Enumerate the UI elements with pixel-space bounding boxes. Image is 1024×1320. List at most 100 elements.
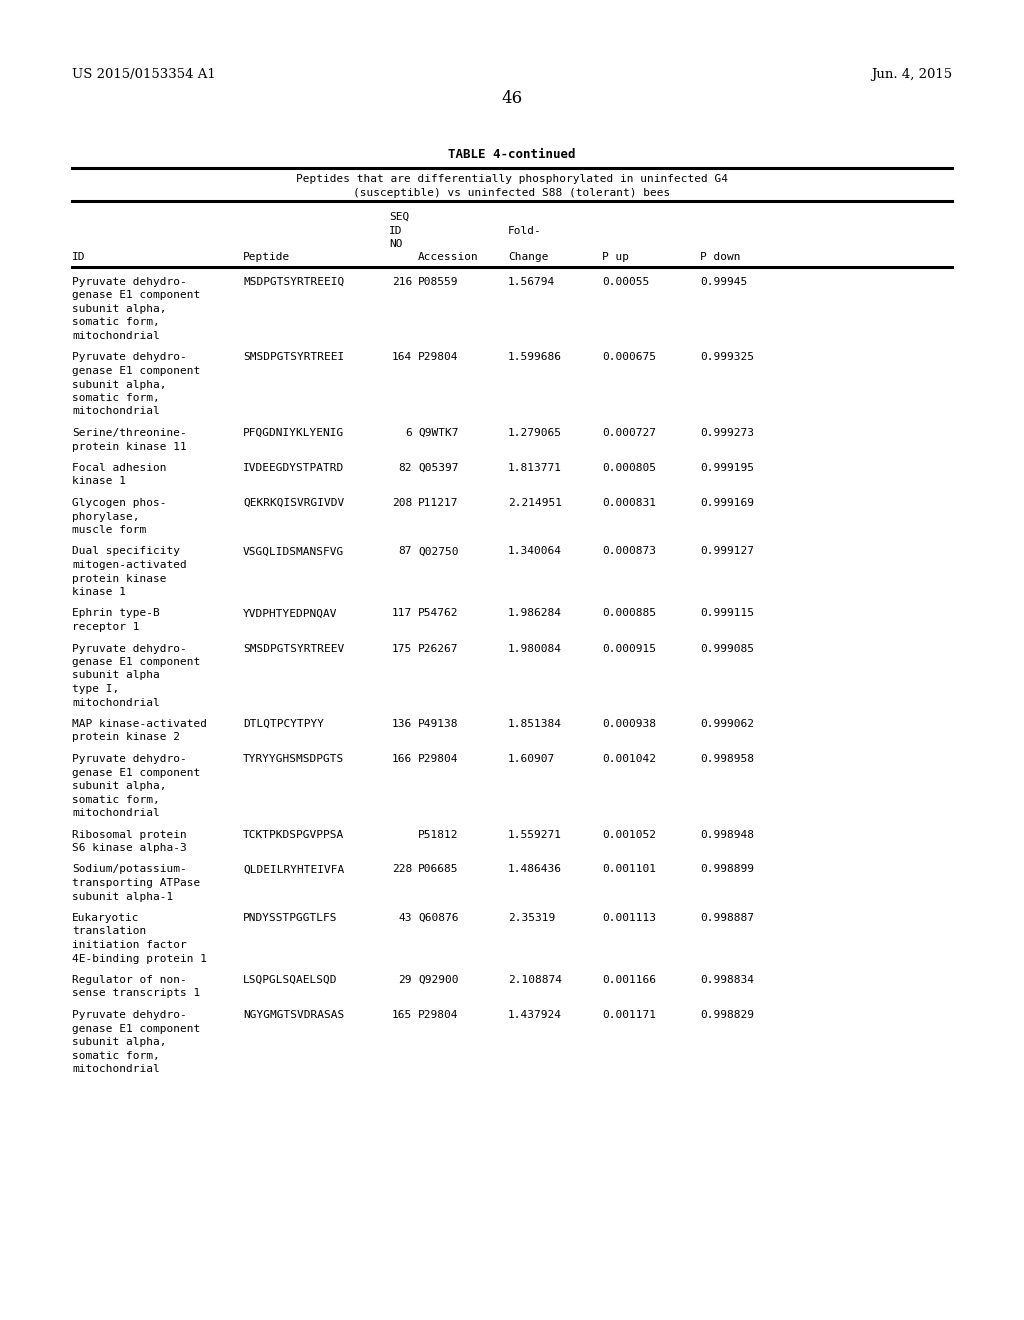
Text: 0.000805: 0.000805 <box>602 463 656 473</box>
Text: mitochondrial: mitochondrial <box>72 407 160 417</box>
Text: 1.486436: 1.486436 <box>508 865 562 874</box>
Text: PNDYSSTPGGTLFS: PNDYSSTPGGTLFS <box>243 913 338 923</box>
Text: SMSDPGTSYRTREEI: SMSDPGTSYRTREEI <box>243 352 344 363</box>
Text: 2.108874: 2.108874 <box>508 975 562 985</box>
Text: somatic form,: somatic form, <box>72 393 160 403</box>
Text: 2.35319: 2.35319 <box>508 913 555 923</box>
Text: P08559: P08559 <box>418 277 459 286</box>
Text: Pyruvate dehydro-: Pyruvate dehydro- <box>72 352 186 363</box>
Text: LSQPGLSQAELSQD: LSQPGLSQAELSQD <box>243 975 338 985</box>
Text: P51812: P51812 <box>418 829 459 840</box>
Text: Fold-: Fold- <box>508 226 542 235</box>
Text: P54762: P54762 <box>418 609 459 619</box>
Text: MAP kinase-activated: MAP kinase-activated <box>72 719 207 729</box>
Text: 0.001171: 0.001171 <box>602 1010 656 1020</box>
Text: 0.998958: 0.998958 <box>700 754 754 764</box>
Text: 0.999195: 0.999195 <box>700 463 754 473</box>
Text: subunit alpha-1: subunit alpha-1 <box>72 891 173 902</box>
Text: kinase 1: kinase 1 <box>72 587 126 597</box>
Text: mitochondrial: mitochondrial <box>72 697 160 708</box>
Text: P11217: P11217 <box>418 498 459 508</box>
Text: NO: NO <box>389 239 402 249</box>
Text: subunit alpha: subunit alpha <box>72 671 160 681</box>
Text: Serine/threonine-: Serine/threonine- <box>72 428 186 438</box>
Text: mitochondrial: mitochondrial <box>72 1064 160 1074</box>
Text: 0.999273: 0.999273 <box>700 428 754 438</box>
Text: 0.999085: 0.999085 <box>700 644 754 653</box>
Text: 0.998948: 0.998948 <box>700 829 754 840</box>
Text: 0.999325: 0.999325 <box>700 352 754 363</box>
Text: Pyruvate dehydro-: Pyruvate dehydro- <box>72 644 186 653</box>
Text: subunit alpha,: subunit alpha, <box>72 380 167 389</box>
Text: kinase 1: kinase 1 <box>72 477 126 487</box>
Text: 0.998829: 0.998829 <box>700 1010 754 1020</box>
Text: Q60876: Q60876 <box>418 913 459 923</box>
Text: Ribosomal protein: Ribosomal protein <box>72 829 186 840</box>
Text: initiation factor: initiation factor <box>72 940 186 950</box>
Text: Q9WTK7: Q9WTK7 <box>418 428 459 438</box>
Text: Dual specificity: Dual specificity <box>72 546 180 557</box>
Text: Eukaryotic: Eukaryotic <box>72 913 139 923</box>
Text: 1.279065: 1.279065 <box>508 428 562 438</box>
Text: US 2015/0153354 A1: US 2015/0153354 A1 <box>72 69 216 81</box>
Text: SMSDPGTSYRTREEV: SMSDPGTSYRTREEV <box>243 644 344 653</box>
Text: Peptide: Peptide <box>243 252 290 263</box>
Text: 0.998834: 0.998834 <box>700 975 754 985</box>
Text: ID: ID <box>72 252 85 263</box>
Text: DTLQTPCYTPYY: DTLQTPCYTPYY <box>243 719 324 729</box>
Text: 0.999062: 0.999062 <box>700 719 754 729</box>
Text: NGYGMGTSVDRASAS: NGYGMGTSVDRASAS <box>243 1010 344 1020</box>
Text: 46: 46 <box>502 90 522 107</box>
Text: sense transcripts 1: sense transcripts 1 <box>72 989 201 998</box>
Text: 136: 136 <box>392 719 412 729</box>
Text: genase E1 component: genase E1 component <box>72 657 201 667</box>
Text: 0.000675: 0.000675 <box>602 352 656 363</box>
Text: protein kinase 2: protein kinase 2 <box>72 733 180 742</box>
Text: 0.00055: 0.00055 <box>602 277 649 286</box>
Text: Sodium/potassium-: Sodium/potassium- <box>72 865 186 874</box>
Text: Glycogen phos-: Glycogen phos- <box>72 498 167 508</box>
Text: Pyruvate dehydro-: Pyruvate dehydro- <box>72 277 186 286</box>
Text: P26267: P26267 <box>418 644 459 653</box>
Text: translation: translation <box>72 927 146 936</box>
Text: 43: 43 <box>398 913 412 923</box>
Text: QLDEILRYHTEIVFA: QLDEILRYHTEIVFA <box>243 865 344 874</box>
Text: transporting ATPase: transporting ATPase <box>72 878 201 888</box>
Text: Ephrin type-B: Ephrin type-B <box>72 609 160 619</box>
Text: 0.99945: 0.99945 <box>700 277 748 286</box>
Text: SEQ: SEQ <box>389 213 410 222</box>
Text: Focal adhesion: Focal adhesion <box>72 463 167 473</box>
Text: 6: 6 <box>406 428 412 438</box>
Text: genase E1 component: genase E1 component <box>72 1023 201 1034</box>
Text: Peptides that are differentially phosphorylated in uninfected G4: Peptides that are differentially phospho… <box>296 174 728 183</box>
Text: 165: 165 <box>392 1010 412 1020</box>
Text: TYRYYGHSMSDPGTS: TYRYYGHSMSDPGTS <box>243 754 344 764</box>
Text: Jun. 4, 2015: Jun. 4, 2015 <box>870 69 952 81</box>
Text: P down: P down <box>700 252 740 263</box>
Text: TABLE 4-continued: TABLE 4-continued <box>449 148 575 161</box>
Text: 0.001101: 0.001101 <box>602 865 656 874</box>
Text: 1.851384: 1.851384 <box>508 719 562 729</box>
Text: (susceptible) vs uninfected S88 (tolerant) bees: (susceptible) vs uninfected S88 (toleran… <box>353 187 671 198</box>
Text: ID: ID <box>389 226 402 235</box>
Text: 2.214951: 2.214951 <box>508 498 562 508</box>
Text: receptor 1: receptor 1 <box>72 622 139 632</box>
Text: 0.999169: 0.999169 <box>700 498 754 508</box>
Text: type I,: type I, <box>72 684 119 694</box>
Text: 0.998899: 0.998899 <box>700 865 754 874</box>
Text: muscle form: muscle form <box>72 525 146 535</box>
Text: 0.000915: 0.000915 <box>602 644 656 653</box>
Text: 0.998887: 0.998887 <box>700 913 754 923</box>
Text: 0.000873: 0.000873 <box>602 546 656 557</box>
Text: 228: 228 <box>392 865 412 874</box>
Text: subunit alpha,: subunit alpha, <box>72 781 167 791</box>
Text: 208: 208 <box>392 498 412 508</box>
Text: 1.599686: 1.599686 <box>508 352 562 363</box>
Text: 175: 175 <box>392 644 412 653</box>
Text: 1.340064: 1.340064 <box>508 546 562 557</box>
Text: Q92900: Q92900 <box>418 975 459 985</box>
Text: protein kinase: protein kinase <box>72 573 167 583</box>
Text: 87: 87 <box>398 546 412 557</box>
Text: Accession: Accession <box>418 252 479 263</box>
Text: 0.999127: 0.999127 <box>700 546 754 557</box>
